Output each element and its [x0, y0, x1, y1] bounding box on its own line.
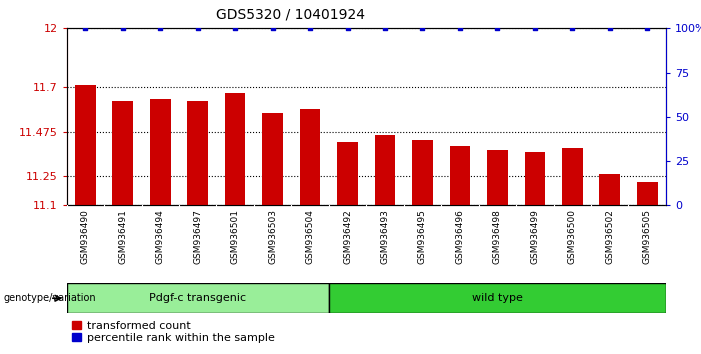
Bar: [412, 141, 433, 205]
Text: GSM936492: GSM936492: [343, 209, 352, 264]
Point: [192, 25, 203, 31]
Point: [604, 25, 615, 31]
Text: GSM936501: GSM936501: [231, 209, 240, 264]
Text: wild type: wild type: [472, 293, 523, 303]
Text: GSM936493: GSM936493: [381, 209, 390, 264]
Point: [155, 25, 166, 31]
Bar: [225, 93, 245, 205]
Point: [304, 25, 315, 31]
Bar: [375, 135, 395, 205]
Legend: transformed count, percentile rank within the sample: transformed count, percentile rank withi…: [72, 321, 275, 343]
Text: GSM936490: GSM936490: [81, 209, 90, 264]
Text: GSM936495: GSM936495: [418, 209, 427, 264]
Text: genotype/variation: genotype/variation: [4, 293, 96, 303]
Text: GSM936494: GSM936494: [156, 209, 165, 264]
Point: [641, 25, 653, 31]
Text: GSM936497: GSM936497: [193, 209, 202, 264]
Text: GSM936504: GSM936504: [306, 209, 315, 264]
Text: GDS5320 / 10401924: GDS5320 / 10401924: [217, 7, 365, 21]
Point: [417, 25, 428, 31]
Text: GSM936498: GSM936498: [493, 209, 502, 264]
Bar: [75, 85, 95, 205]
Bar: [150, 99, 170, 205]
Text: GSM936503: GSM936503: [268, 209, 277, 264]
Bar: [112, 101, 133, 205]
Point: [492, 25, 503, 31]
Text: GSM936491: GSM936491: [118, 209, 128, 264]
Text: Pdgf-c transgenic: Pdgf-c transgenic: [149, 293, 246, 303]
Text: GSM936496: GSM936496: [456, 209, 465, 264]
Point: [267, 25, 278, 31]
Bar: [562, 148, 583, 205]
Bar: [487, 150, 508, 205]
Text: GSM936502: GSM936502: [605, 209, 614, 264]
Text: GSM936505: GSM936505: [643, 209, 652, 264]
Point: [117, 25, 128, 31]
Point: [342, 25, 353, 31]
Point: [229, 25, 240, 31]
Point: [80, 25, 91, 31]
Bar: [187, 101, 208, 205]
Bar: [524, 152, 545, 205]
Bar: [329, 283, 666, 313]
Bar: [449, 146, 470, 205]
Bar: [599, 174, 620, 205]
Point: [379, 25, 390, 31]
Bar: [300, 109, 320, 205]
Bar: [262, 113, 283, 205]
Point: [529, 25, 540, 31]
Text: GSM936500: GSM936500: [568, 209, 577, 264]
Point: [566, 25, 578, 31]
Point: [454, 25, 465, 31]
Bar: [67, 283, 329, 313]
Bar: [637, 182, 658, 205]
Text: GSM936499: GSM936499: [531, 209, 539, 264]
Bar: [337, 142, 358, 205]
